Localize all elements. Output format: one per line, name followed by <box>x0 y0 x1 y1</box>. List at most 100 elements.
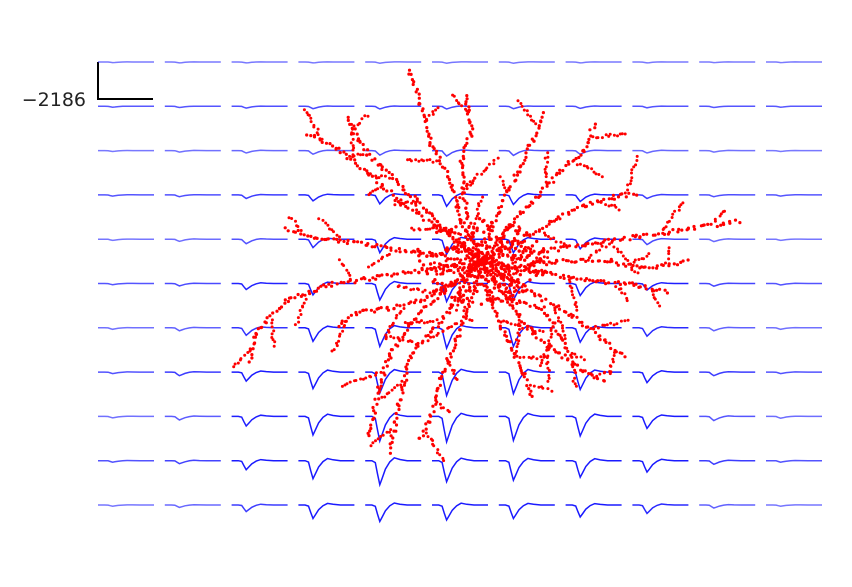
morphology-point <box>611 360 615 364</box>
morphology-point <box>533 330 537 333</box>
morphology-point <box>464 289 468 293</box>
morphology-point <box>422 305 426 309</box>
waveform-trace <box>498 412 555 444</box>
morphology-point <box>422 113 426 117</box>
morphology-point <box>369 426 373 431</box>
morphology-point <box>633 270 637 274</box>
morphology-point <box>417 436 421 440</box>
waveform-trace <box>699 149 756 153</box>
morphology-point <box>462 180 466 184</box>
morphology-point <box>604 340 608 344</box>
morphology-point <box>501 252 505 257</box>
morphology-point <box>498 240 502 244</box>
morphology-point <box>399 198 403 202</box>
morphology-point <box>542 260 546 265</box>
morphology-point <box>561 324 564 328</box>
morphology-point <box>580 320 584 324</box>
morphology-point <box>499 272 503 276</box>
morphology-point <box>376 163 380 167</box>
morphology-point <box>443 286 447 290</box>
morphology-point <box>603 338 607 342</box>
morphology-point <box>368 278 372 282</box>
morphology-point <box>339 280 343 284</box>
morphology-point <box>338 238 342 242</box>
morphology-point <box>403 191 407 196</box>
morphology-point <box>661 263 665 267</box>
morphology-point <box>577 320 582 324</box>
morphology-point <box>472 260 476 264</box>
morphology-point <box>517 225 521 229</box>
morphology-point <box>465 269 469 273</box>
morphology-point <box>431 439 435 442</box>
morphology-point <box>458 289 462 293</box>
morphology-point <box>570 363 574 367</box>
morphology-point <box>573 376 577 380</box>
morphology-point <box>270 332 274 336</box>
morphology-point <box>335 237 339 241</box>
morphology-point <box>390 274 394 278</box>
morphology-point <box>254 331 258 336</box>
morphology-point <box>623 319 627 323</box>
morphology-point <box>516 269 520 273</box>
morphology-point <box>607 134 611 138</box>
morphology-point <box>564 163 568 168</box>
waveform-trace <box>98 149 154 153</box>
morphology-point <box>458 266 462 269</box>
morphology-point <box>566 160 570 164</box>
morphology-point <box>626 183 630 187</box>
morphology-point <box>335 233 339 237</box>
morphology-point <box>436 448 440 452</box>
morphology-point <box>328 227 331 231</box>
morphology-point <box>550 261 554 265</box>
morphology-point <box>458 159 462 163</box>
morphology-point <box>524 155 528 159</box>
morphology-point <box>475 228 479 233</box>
morphology-point <box>498 324 502 328</box>
morphology-point <box>593 122 598 126</box>
morphology-point <box>352 240 356 244</box>
morphology-point <box>604 245 608 249</box>
morphology-point <box>488 297 492 301</box>
morphology-point <box>379 244 383 248</box>
morphology-point <box>519 263 523 267</box>
morphology-point <box>460 250 464 254</box>
waveform-trace <box>498 192 555 206</box>
morphology-point <box>465 94 469 98</box>
morphology-point <box>616 263 620 267</box>
waveform-trace <box>231 326 288 337</box>
morphology-point <box>525 233 529 237</box>
morphology-point <box>322 283 326 287</box>
morphology-point <box>448 363 452 367</box>
morphology-point <box>561 169 565 173</box>
morphology-point <box>354 310 358 315</box>
morphology-point <box>517 318 521 322</box>
morphology-point <box>477 202 480 206</box>
morphology-point <box>452 240 456 244</box>
morphology-point <box>498 210 502 214</box>
morphology-point <box>299 232 303 236</box>
morphology-point <box>655 288 659 292</box>
morphology-point <box>358 167 362 171</box>
morphology-point <box>567 162 571 166</box>
morphology-point <box>552 180 556 184</box>
morphology-point <box>618 282 623 287</box>
morphology-point <box>428 211 432 215</box>
morphology-point <box>474 217 478 221</box>
waveform-trace <box>98 194 154 197</box>
morphology-point <box>723 209 726 213</box>
morphology-point <box>465 201 469 205</box>
morphology-point <box>608 242 611 246</box>
morphology-point <box>609 346 613 351</box>
morphology-point <box>598 372 602 376</box>
morphology-point <box>232 365 236 369</box>
morphology-point <box>573 382 577 386</box>
morphology-point <box>356 240 360 244</box>
morphology-point <box>251 347 255 351</box>
morphology-point <box>376 437 380 441</box>
morphology-point <box>290 217 294 220</box>
morphology-point <box>473 274 477 279</box>
morphology-point <box>512 286 516 290</box>
waveform-trace <box>699 415 756 422</box>
morphology-point <box>383 373 387 377</box>
morphology-point <box>359 153 362 157</box>
